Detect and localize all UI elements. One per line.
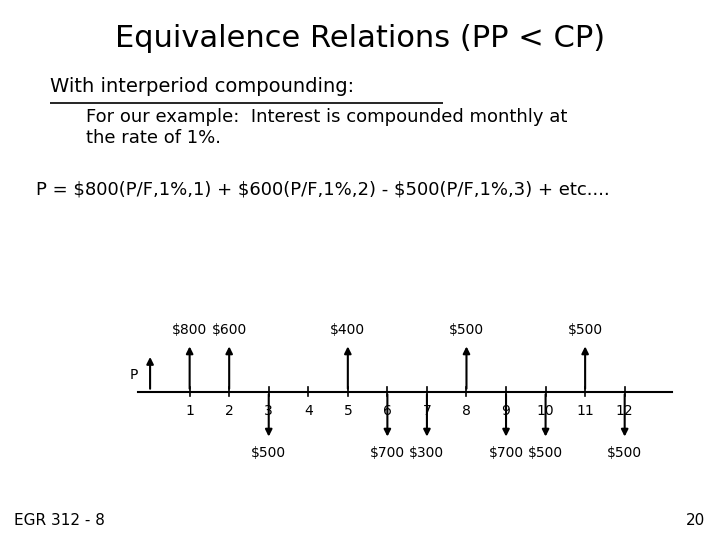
Text: $800: $800 [172,323,207,338]
Text: $500: $500 [449,323,484,338]
Text: 6: 6 [383,404,392,418]
Text: 1: 1 [185,404,194,418]
Text: P = $800(P/F,1%,1) + $600(P/F,1%,2) - $500(P/F,1%,3) + etc....: P = $800(P/F,1%,1) + $600(P/F,1%,2) - $5… [36,181,610,199]
Text: 5: 5 [343,404,352,418]
Text: 3: 3 [264,404,273,418]
Text: 20: 20 [686,513,706,528]
Text: $500: $500 [607,446,642,460]
Text: 7: 7 [423,404,431,418]
Text: Equivalence Relations (PP < CP): Equivalence Relations (PP < CP) [115,24,605,53]
Text: 8: 8 [462,404,471,418]
Text: 10: 10 [537,404,554,418]
Text: $700: $700 [370,446,405,460]
Text: $600: $600 [212,323,247,338]
Text: $400: $400 [330,323,365,338]
Text: For our example:  Interest is compounded monthly at
the rate of 1%.: For our example: Interest is compounded … [86,108,568,147]
Text: EGR 312 - 8: EGR 312 - 8 [14,513,105,528]
Text: $500: $500 [251,446,287,460]
Text: $500: $500 [567,323,603,338]
Text: 11: 11 [576,404,594,418]
Text: 2: 2 [225,404,233,418]
Text: 4: 4 [304,404,312,418]
Text: 12: 12 [616,404,634,418]
Text: 9: 9 [502,404,510,418]
Text: $300: $300 [410,446,444,460]
Text: $500: $500 [528,446,563,460]
Text: $700: $700 [488,446,523,460]
Text: With interperiod compounding:: With interperiod compounding: [50,77,354,96]
Text: P: P [130,368,138,382]
